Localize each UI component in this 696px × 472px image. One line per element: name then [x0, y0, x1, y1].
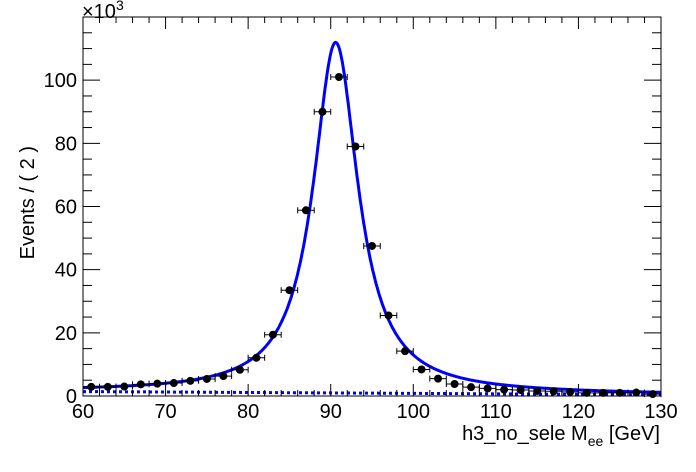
data-marker: [153, 379, 162, 388]
data-point: [82, 382, 101, 391]
x-tick-label: 130: [644, 401, 677, 423]
data-point: [115, 382, 134, 391]
data-point: [280, 286, 299, 295]
data-point: [363, 241, 381, 250]
data-marker: [268, 330, 277, 339]
data-point: [462, 383, 480, 392]
data-marker: [202, 374, 211, 383]
data-marker: [516, 385, 525, 394]
y-tick-label: 20: [55, 323, 77, 345]
y-tick-label: 100: [44, 70, 77, 92]
y-tick-label: 60: [55, 197, 77, 219]
y-tick-label: 80: [55, 133, 77, 155]
x-tick-label: 100: [397, 401, 430, 423]
data-marker: [120, 382, 129, 391]
data-point: [412, 365, 431, 374]
data-marker: [169, 379, 178, 388]
data-marker: [87, 382, 96, 391]
data-marker: [186, 376, 195, 385]
data-marker: [566, 387, 575, 396]
data-point: [445, 379, 464, 388]
data-marker: [632, 388, 641, 397]
y-multiplier: ×103: [82, 0, 124, 23]
data-marker: [549, 387, 558, 396]
plot-frame: [82, 16, 662, 397]
y-tick-label: 0: [66, 386, 77, 408]
data-point: [231, 365, 249, 374]
data-marker: [334, 73, 343, 82]
data-marker: [648, 390, 657, 399]
x-tick-label: 110: [480, 401, 512, 423]
data-point: [313, 107, 332, 116]
data-point: [478, 384, 497, 393]
data-marker: [384, 311, 393, 320]
data-point: [132, 380, 150, 389]
data-marker: [615, 388, 624, 397]
data-marker: [103, 382, 112, 391]
data-marker: [318, 107, 327, 116]
data-point: [297, 206, 315, 215]
data-marker: [582, 388, 591, 397]
data-marker: [136, 380, 145, 389]
data-marker: [417, 365, 426, 374]
data-point: [396, 347, 414, 356]
data-marker: [467, 383, 476, 392]
data-marker: [401, 347, 410, 356]
data-marker: [450, 379, 459, 388]
data-marker: [219, 372, 228, 381]
total-fit-curve: [83, 40, 661, 394]
data-marker: [500, 385, 509, 394]
data-marker: [285, 286, 294, 295]
x-tick-label: 120: [562, 401, 595, 423]
data-point: [346, 142, 365, 151]
data-point: [264, 330, 282, 339]
x-tick-label: 80: [237, 401, 259, 423]
data-marker: [434, 374, 443, 383]
data-marker: [533, 386, 542, 395]
data-marker: [301, 206, 310, 215]
data-point: [429, 374, 447, 383]
data-point: [99, 382, 117, 391]
data-point: [198, 374, 216, 383]
data-marker: [599, 388, 608, 397]
data-point: [214, 372, 233, 381]
x-axis-label: h3_no_sele Mee [GeV]: [462, 423, 660, 449]
x-tick-label: 60: [72, 401, 94, 423]
data-marker: [483, 384, 492, 393]
data-point: [379, 311, 398, 320]
data-marker: [368, 241, 376, 250]
x-tick-label: 70: [154, 401, 176, 423]
data-point: [148, 379, 167, 388]
background-fit-line: [82, 390, 662, 397]
data-marker: [235, 365, 244, 374]
x-tick-label: 90: [320, 401, 342, 423]
y-tick-label: 40: [55, 260, 77, 282]
data-marker: [252, 353, 261, 362]
y-axis-label: Events / ( 2 ): [17, 146, 39, 259]
data-point: [247, 353, 266, 362]
data-point: [330, 73, 348, 82]
data-marker: [351, 142, 360, 151]
